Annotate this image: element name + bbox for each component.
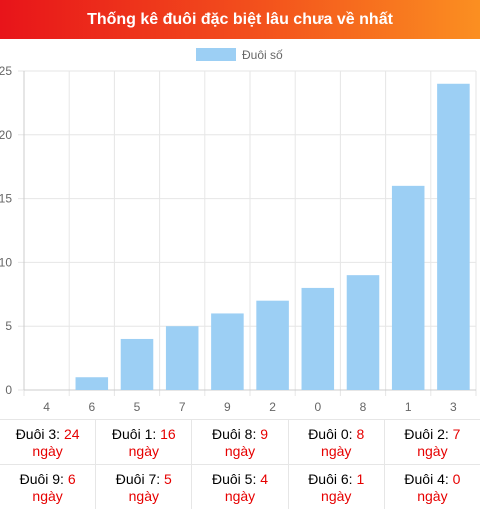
y-tick-label: 0 [5, 383, 12, 397]
bar [211, 313, 244, 390]
x-tick-label: 9 [224, 400, 231, 414]
stat-cell: Đuôi 9: 6 ngày [0, 465, 97, 509]
bar [301, 287, 335, 390]
stat-cell: Đuôi 2: 7 ngày [404, 426, 461, 459]
y-tick-label: 5 [5, 319, 12, 333]
x-tick-label: 6 [88, 400, 95, 414]
bar [75, 377, 109, 390]
y-tick-label: 10 [0, 255, 12, 269]
x-tick-label: 3 [450, 400, 457, 414]
bar [120, 338, 154, 390]
chart-area: 0 5 10 15 20 25 4 6 5 7 9 2 0 8 1 3 Đuôi số [0, 39, 480, 419]
stat-cell: Đuôi 3: 24 ngày [0, 420, 97, 464]
y-tick-label: 25 [0, 64, 12, 78]
stat-cell: Đuôi 5: 4 ngày [192, 465, 289, 509]
x-tick-label: 2 [269, 400, 276, 414]
page-title: Thống kê đuôi đặc biệt lâu chưa về nhất [87, 10, 393, 28]
y-tick-label: 20 [0, 128, 12, 142]
stat-cell: Đuôi 0: 8 ngày [289, 420, 385, 464]
x-tick-label: 1 [405, 400, 412, 414]
stat-cell: Đuôi 7: 5 ngày [96, 465, 193, 509]
stats-row: Đuôi 9: 6 ngày Đuôi 7: 5 ngày Đuôi 5: 4 … [0, 464, 480, 509]
x-tick-label: 8 [360, 400, 367, 414]
x-tick-label: 0 [314, 400, 321, 414]
bar [346, 275, 380, 390]
legend-label: Đuôi số [242, 48, 283, 62]
y-tick-label: 15 [0, 192, 12, 206]
chart-header: Thống kê đuôi đặc biệt lâu chưa về nhất [0, 0, 480, 39]
legend-swatch [196, 48, 236, 61]
stat-cell: Đuôi 1: 16 ngày [96, 420, 193, 464]
stat-cell: Đuôi 4: 0 ngày [404, 471, 461, 504]
x-tick-label: 7 [179, 400, 186, 414]
stats-row: Đuôi 3: 24 ngày Đuôi 1: 16 ngày Đuôi 8: … [0, 419, 480, 464]
bar [391, 185, 425, 390]
x-tick-label: 4 [43, 400, 50, 414]
stat-cell: Đuôi 6: 1 ngày [289, 465, 385, 509]
bar [437, 83, 470, 390]
x-tick-label: 5 [134, 400, 141, 414]
stats-table: Đuôi 3: 24 ngày Đuôi 1: 16 ngày Đuôi 8: … [0, 419, 480, 509]
bar [256, 300, 289, 390]
bar [165, 326, 199, 390]
stat-cell: Đuôi 8: 9 ngày [192, 420, 289, 464]
